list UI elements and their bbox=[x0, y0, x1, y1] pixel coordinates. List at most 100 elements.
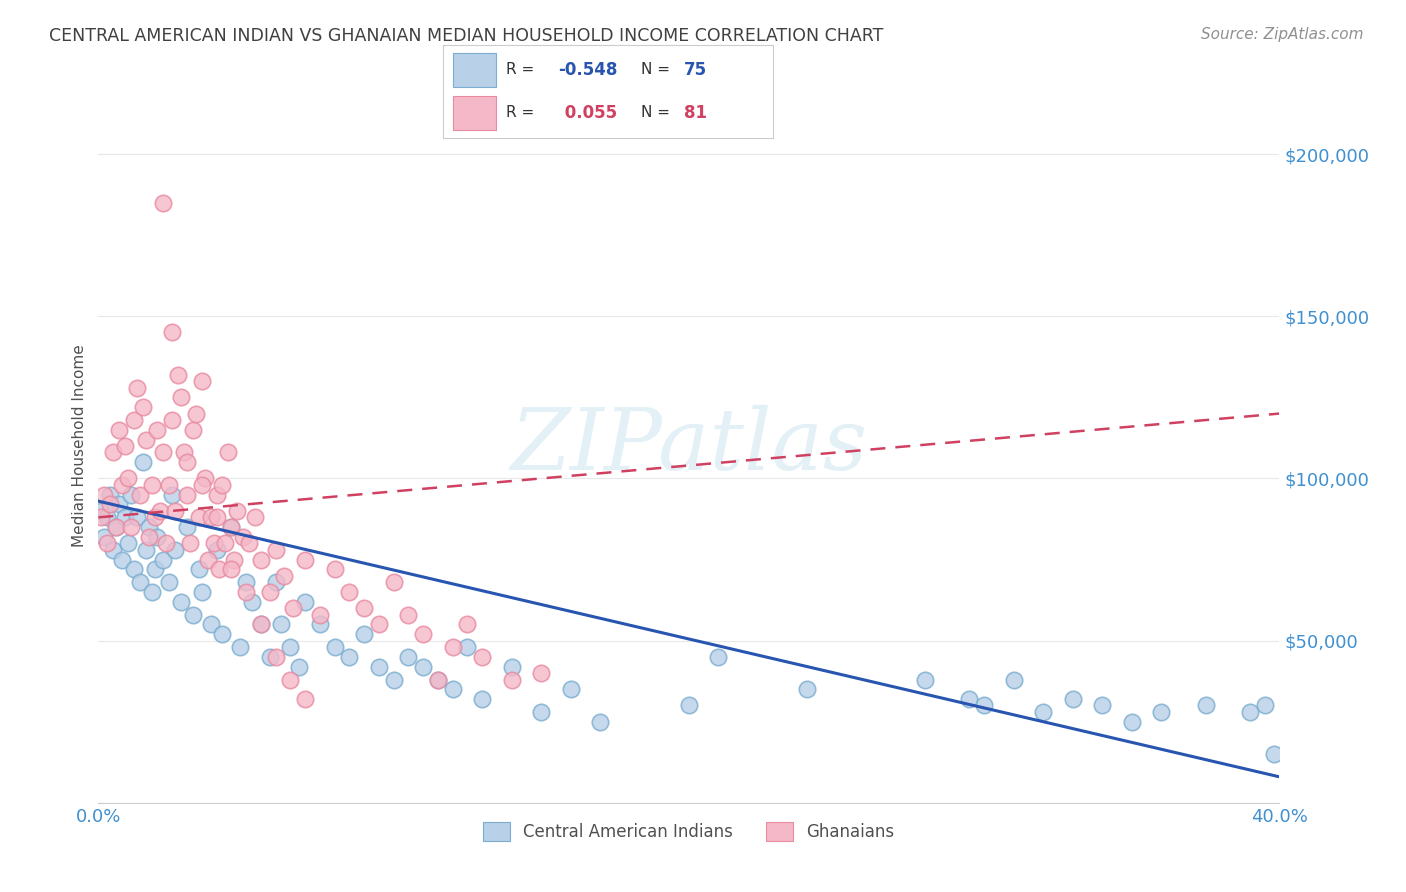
Point bbox=[135, 433, 157, 447]
Point bbox=[90, 504, 112, 518]
Point bbox=[412, 659, 434, 673]
Point bbox=[128, 575, 150, 590]
Point bbox=[250, 617, 273, 632]
Point bbox=[441, 682, 464, 697]
Point bbox=[152, 552, 174, 566]
Point bbox=[114, 510, 136, 524]
Text: Source: ZipAtlas.com: Source: ZipAtlas.com bbox=[1201, 27, 1364, 42]
Point bbox=[128, 488, 150, 502]
Point bbox=[111, 478, 134, 492]
Point bbox=[105, 520, 128, 534]
Text: R =: R = bbox=[506, 62, 538, 78]
Point bbox=[138, 520, 160, 534]
Legend: Central American Indians, Ghanaians: Central American Indians, Ghanaians bbox=[477, 815, 901, 848]
Point bbox=[235, 585, 257, 599]
Point bbox=[280, 640, 302, 654]
Point bbox=[235, 575, 257, 590]
Point bbox=[250, 617, 273, 632]
Point bbox=[205, 510, 228, 524]
Point bbox=[280, 673, 302, 687]
Point bbox=[181, 423, 204, 437]
Point bbox=[309, 617, 332, 632]
Point bbox=[191, 374, 214, 388]
Point bbox=[120, 488, 142, 502]
Point bbox=[441, 640, 464, 654]
Point bbox=[205, 542, 228, 557]
Point bbox=[382, 673, 405, 687]
Point bbox=[149, 504, 172, 518]
Point bbox=[259, 649, 281, 664]
Point bbox=[796, 682, 818, 697]
Point bbox=[398, 649, 420, 664]
Point bbox=[105, 520, 128, 534]
Point bbox=[146, 423, 169, 437]
Point bbox=[214, 536, 236, 550]
Point bbox=[1195, 698, 1218, 713]
Point bbox=[339, 649, 361, 664]
Point bbox=[501, 673, 523, 687]
Point bbox=[132, 400, 155, 414]
Point bbox=[176, 488, 198, 502]
Point bbox=[294, 692, 316, 706]
Point bbox=[382, 575, 405, 590]
Y-axis label: Median Household Income: Median Household Income bbox=[72, 344, 87, 548]
Point bbox=[224, 552, 246, 566]
Point bbox=[197, 552, 219, 566]
Point bbox=[217, 445, 239, 459]
Point bbox=[211, 627, 233, 641]
Point bbox=[96, 536, 118, 550]
Point bbox=[678, 698, 700, 713]
Point bbox=[1254, 698, 1277, 713]
Point bbox=[457, 640, 479, 654]
Point bbox=[205, 488, 228, 502]
Point bbox=[250, 552, 273, 566]
Point bbox=[589, 714, 612, 729]
Text: CENTRAL AMERICAN INDIAN VS GHANAIAN MEDIAN HOUSEHOLD INCOME CORRELATION CHART: CENTRAL AMERICAN INDIAN VS GHANAIAN MEDI… bbox=[49, 27, 883, 45]
Point bbox=[1121, 714, 1143, 729]
Point bbox=[264, 575, 287, 590]
Point bbox=[427, 673, 450, 687]
Point bbox=[179, 536, 201, 550]
Point bbox=[323, 640, 346, 654]
Point bbox=[157, 575, 180, 590]
Text: N =: N = bbox=[641, 105, 675, 120]
Point bbox=[1150, 705, 1173, 719]
Point bbox=[353, 627, 375, 641]
Text: N =: N = bbox=[641, 62, 675, 78]
Point bbox=[471, 692, 494, 706]
Point bbox=[184, 407, 207, 421]
Point bbox=[221, 520, 243, 534]
Text: 75: 75 bbox=[685, 61, 707, 78]
Point bbox=[93, 488, 115, 502]
Point bbox=[353, 601, 375, 615]
Point bbox=[120, 520, 142, 534]
Point bbox=[471, 649, 494, 664]
Point bbox=[560, 682, 582, 697]
Text: 81: 81 bbox=[685, 104, 707, 122]
Point bbox=[194, 471, 217, 485]
Point bbox=[339, 585, 361, 599]
Point bbox=[309, 607, 332, 622]
Point bbox=[187, 562, 209, 576]
Point bbox=[208, 562, 231, 576]
Point bbox=[211, 478, 233, 492]
Point bbox=[243, 510, 266, 524]
Point bbox=[457, 617, 479, 632]
Point bbox=[143, 510, 166, 524]
Point bbox=[264, 542, 287, 557]
Point bbox=[273, 568, 295, 582]
Point bbox=[90, 510, 112, 524]
Point bbox=[122, 562, 145, 576]
Point bbox=[165, 542, 187, 557]
Point bbox=[238, 536, 260, 550]
Point bbox=[117, 471, 139, 485]
Point bbox=[132, 455, 155, 469]
Bar bbox=[453, 96, 496, 130]
Point bbox=[200, 617, 222, 632]
Point bbox=[501, 659, 523, 673]
Point bbox=[368, 617, 391, 632]
Point bbox=[202, 536, 225, 550]
Point bbox=[240, 595, 263, 609]
Point bbox=[167, 368, 190, 382]
Point bbox=[103, 542, 125, 557]
